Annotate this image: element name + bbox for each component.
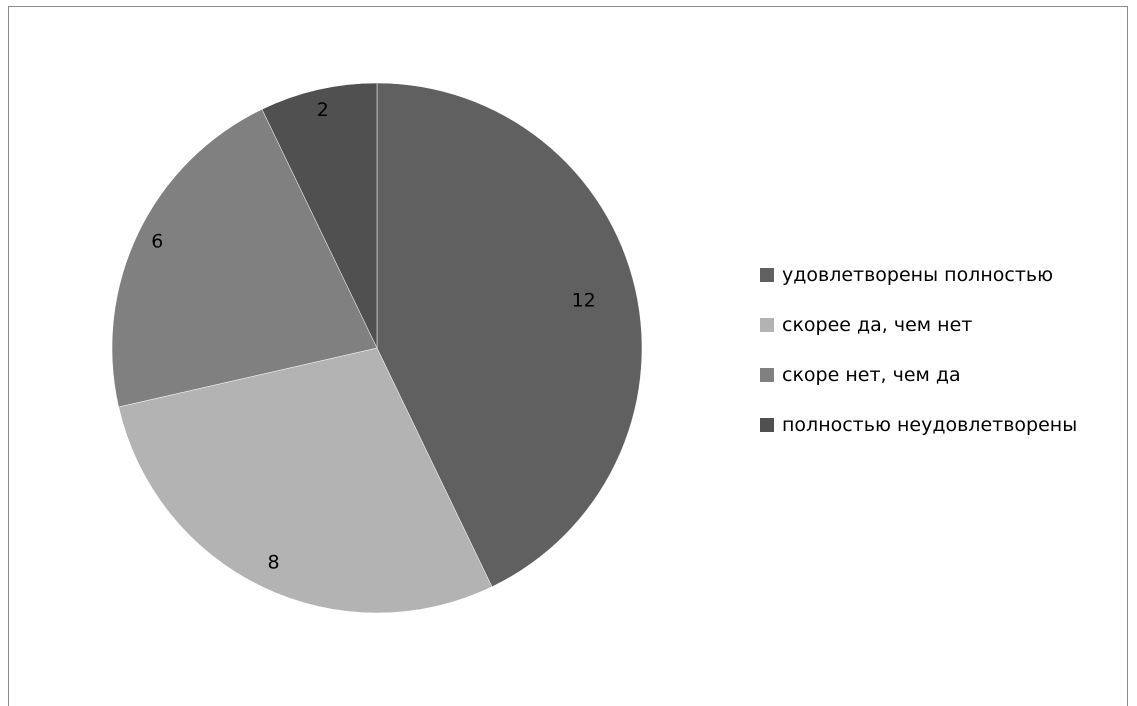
data-label-2: 8	[267, 551, 279, 573]
legend-item-1: удовлетворены полностью	[760, 258, 1077, 292]
data-label-1: 12	[572, 289, 596, 311]
legend-item-3: скоре нет, чем да	[760, 358, 1077, 392]
legend-swatch	[760, 268, 774, 282]
legend-label: полностью неудовлетворены	[782, 414, 1078, 436]
legend-item-4: полностью неудовлетворены	[760, 408, 1077, 442]
data-label-3: 6	[151, 231, 163, 253]
legend: удовлетворены полностью скорее да, чем не…	[760, 258, 1077, 458]
pie-slice-3	[111, 108, 378, 408]
legend-item-2: скорее да, чем нет	[760, 308, 1077, 342]
legend-swatch	[760, 318, 774, 332]
pie-slice-1	[376, 82, 643, 588]
pie-slice-4	[261, 82, 378, 349]
data-label-4: 2	[317, 99, 329, 121]
pie-data-labels: 12 8 6 2	[151, 99, 595, 574]
pie-slice-2	[118, 347, 493, 614]
legend-swatch	[760, 418, 774, 432]
chart-frame	[8, 6, 1128, 706]
pie-chart: 12 8 6 2	[111, 82, 643, 614]
pie-slices	[111, 82, 643, 614]
legend-label: скорее да, чем нет	[782, 314, 973, 336]
legend-label: удовлетворены полностью	[782, 264, 1054, 286]
legend-label: скоре нет, чем да	[782, 364, 961, 386]
legend-swatch	[760, 368, 774, 382]
